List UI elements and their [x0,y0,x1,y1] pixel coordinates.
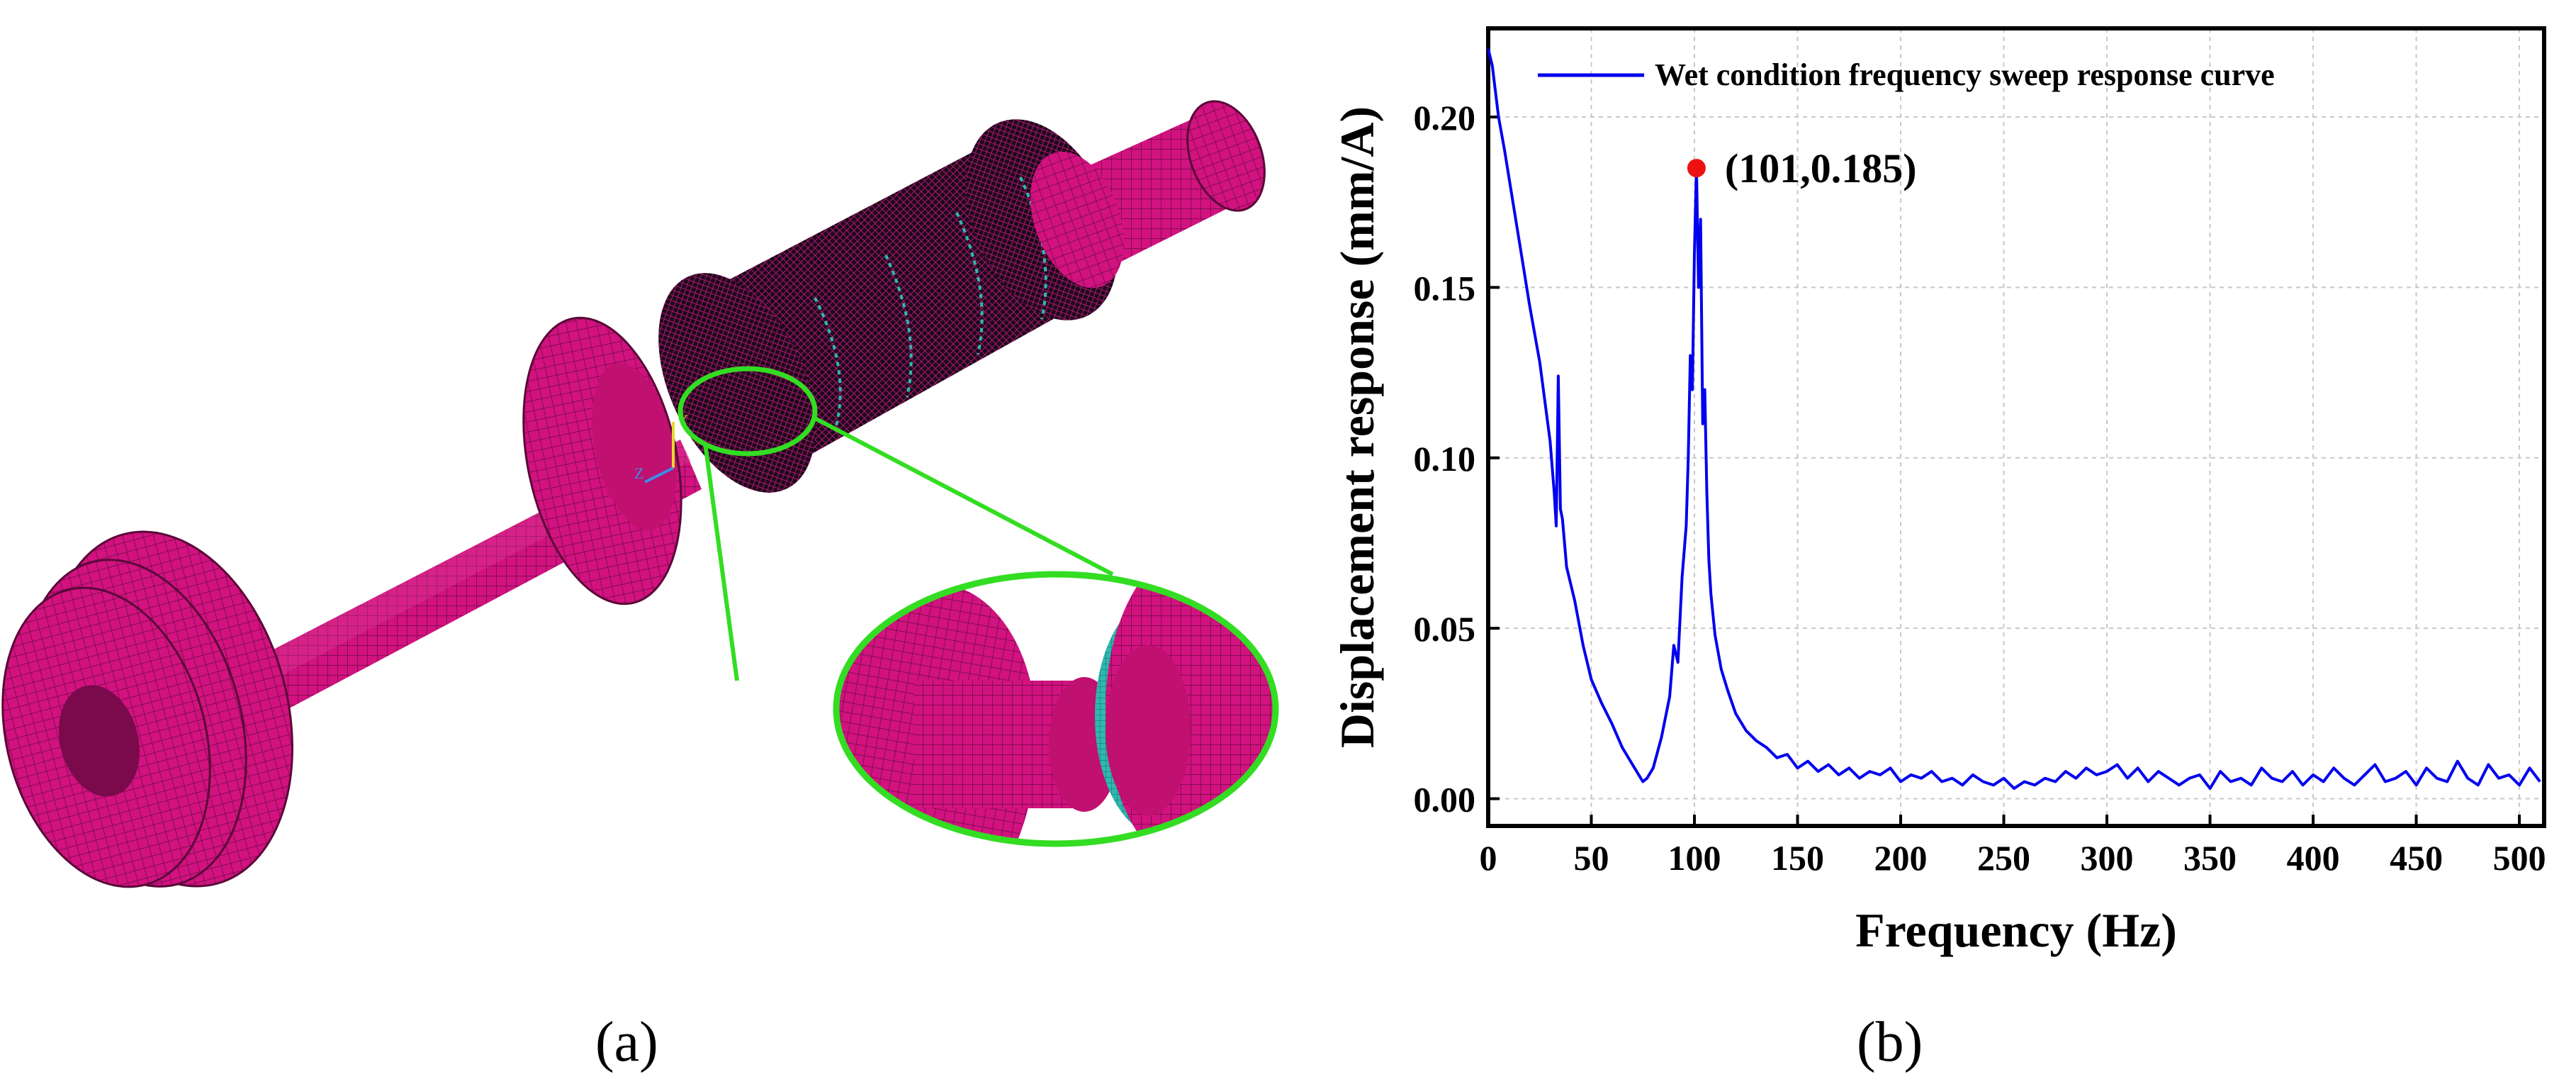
chart-grid [1487,28,2544,826]
zoom-connector-right [814,416,1114,576]
x-tick-label: 100 [1668,838,1721,878]
peak-marker [1687,159,1706,178]
x-tick-label: 250 [1977,838,2030,878]
x-tick-label: 0 [1480,838,1497,878]
y-tick-label: 0.20 [1414,98,1476,138]
frequency-response-chart: 0 50 100 150 200 250 300 350 400 450 500 0.00 0.05 0.… [1330,26,2546,957]
x-tick-label: 500 [2493,838,2546,878]
x-tick-label: 50 [1574,838,1609,878]
frequency-response-panel: 0 50 100 150 200 250 300 350 400 450 500 0.00 0.05 0.… [1318,0,2576,1089]
left-disc-stack [1,530,294,888]
panel-a-caption: (a) [595,1011,658,1073]
y-tick-label: 0.15 [1414,268,1476,308]
y-tick-label: 0.00 [1414,780,1476,820]
axis-ticks: 0 50 100 150 200 250 300 350 400 450 500 0.00 0.05 0.… [1414,98,2546,878]
x-tick-label: 350 [2183,838,2237,878]
legend-label: Wet condition frequency sweep response c… [1655,57,2275,92]
legend: Wet condition frequency sweep response c… [1538,57,2275,92]
middle-flange [522,316,682,605]
fe-model-panel: Y Z (a) [1,100,1279,1073]
right-shaft-end [1030,100,1266,289]
zoom-connector-left [703,442,739,681]
peak-annotation: (101,0.185) [1725,145,1917,191]
zoom-source-ellipse [677,366,818,457]
y-tick-label: 0.05 [1414,609,1476,649]
x-tick-label: 450 [2390,838,2443,878]
x-tick-label: 150 [1771,838,1824,878]
panel-b-caption: (b) [1857,1011,1923,1073]
axis-label-z: Z [634,464,643,482]
zoom-inset [833,571,1279,847]
x-tick-label: 400 [2287,838,2340,878]
y-tick-label: 0.10 [1414,439,1476,479]
x-tick-label: 200 [1874,838,1928,878]
x-axis-title: Frequency (Hz) [1855,903,2177,957]
x-tick-label: 300 [2081,838,2134,878]
plot-frame [1486,26,2546,828]
y-axis-title: Displacement response (mm/A) [1330,106,1384,748]
series-line-wet-condition [1487,48,2541,791]
fe-model-illustration: Y Z [1,100,1279,888]
